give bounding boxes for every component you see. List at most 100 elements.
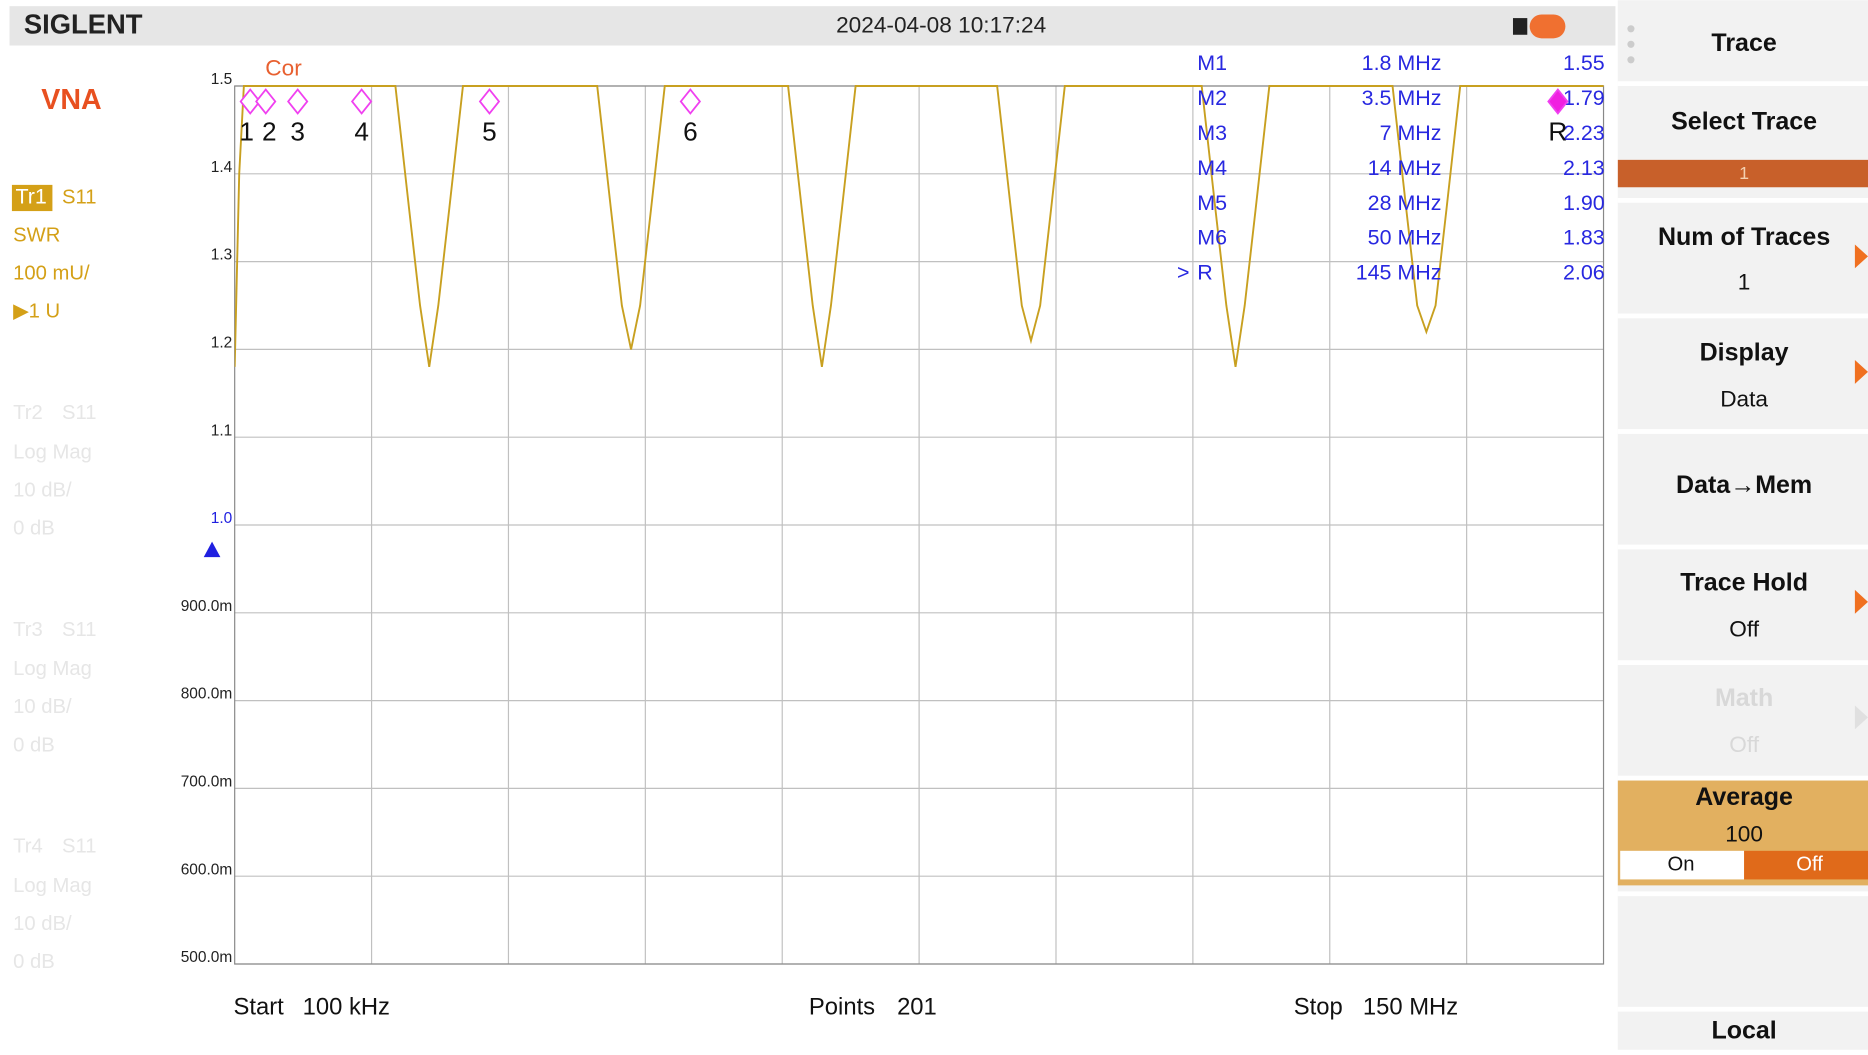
- trace-ref: 0 dB: [13, 518, 55, 540]
- trace-id: Tr1: [15, 185, 46, 209]
- y-tick-label: 800.0m: [181, 686, 233, 703]
- marker-freq: 14 MHz: [1368, 156, 1442, 180]
- softkey-value: 1: [1738, 270, 1751, 295]
- top-bar: [9, 6, 1616, 46]
- y-tick-label: 600.0m: [181, 861, 233, 878]
- softkey-value: 1: [1739, 163, 1749, 183]
- softkey[interactable]: Display: [1700, 339, 1789, 367]
- trace-param: S11: [62, 186, 97, 208]
- trace-param: S11: [62, 836, 97, 858]
- y-tick-label: 1.4: [211, 159, 233, 176]
- softkey[interactable]: Local: [1711, 1017, 1776, 1045]
- trace-format: Log Mag: [13, 875, 92, 897]
- softkey-value: Off: [1729, 732, 1759, 757]
- marker: [679, 88, 702, 115]
- marker-name: M3: [1197, 121, 1227, 145]
- marker: [478, 88, 501, 115]
- y-tick-label: 1.3: [211, 247, 233, 264]
- marker: [287, 88, 309, 115]
- trace-ref: 0 dB: [13, 951, 55, 973]
- toggle-on[interactable]: [1620, 850, 1745, 880]
- marker: [1547, 88, 1569, 115]
- softkey: Math: [1715, 684, 1773, 712]
- usb-icon: [1512, 18, 1528, 35]
- marker-label: 4: [354, 117, 369, 147]
- marker-value: 1.83: [1563, 226, 1605, 250]
- trace: [234, 85, 1604, 368]
- marker-label: 3: [290, 117, 305, 147]
- brand: SIGLENT: [24, 9, 143, 40]
- softkey[interactable]: Num of Traces: [1658, 223, 1830, 251]
- trace-format: Log Mag: [13, 441, 92, 463]
- y-tick-label: 900.0m: [181, 598, 233, 615]
- softkey[interactable]: Trace Hold: [1680, 569, 1808, 597]
- footer-start: Start: [234, 993, 285, 1020]
- y-tick-label: 1.1: [211, 422, 233, 439]
- toggle-off[interactable]: [1744, 850, 1868, 880]
- marker-freq: 3.5 MHz: [1362, 86, 1442, 110]
- marker-value: 2.06: [1563, 261, 1605, 285]
- mode: VNA: [41, 84, 101, 116]
- trace-id: Tr2: [13, 402, 43, 424]
- y-tick-label: 1.5: [211, 71, 233, 88]
- marker-pointer: >: [1177, 261, 1190, 285]
- marker-name: M5: [1197, 191, 1227, 215]
- y-tick-label: 700.0m: [181, 774, 233, 791]
- annotation: Cor: [265, 55, 302, 80]
- softkey-panel: Trace Select Trace 1 Num of Traces 1 Dis…: [1617, 0, 1868, 1050]
- marker-freq: 145 MHz: [1356, 261, 1442, 285]
- trace-scale: 10 dB/: [13, 479, 72, 501]
- footer-start-value: 100 kHz: [303, 993, 390, 1020]
- marker-name: M1: [1197, 51, 1227, 75]
- marker-label: R: [1548, 117, 1567, 147]
- marker-name: M4: [1197, 156, 1227, 180]
- trace-scale: 10 dB/: [13, 913, 72, 935]
- softkey[interactable]: Select Trace: [1671, 108, 1817, 136]
- arrow: [1854, 705, 1868, 730]
- marker-name: R: [1197, 261, 1212, 285]
- footer-points-value: 201: [897, 993, 937, 1020]
- y-tick-label: 1.0: [211, 510, 233, 527]
- softkey[interactable]: Average: [1695, 783, 1793, 811]
- softkey[interactable]: Data→Mem: [1676, 471, 1812, 499]
- footer-stop: Stop: [1294, 993, 1343, 1020]
- marker-value: 1.90: [1563, 191, 1605, 215]
- trace-param: S11: [62, 402, 97, 424]
- toggle-off-label: Off: [1796, 853, 1823, 875]
- marker-name: M2: [1197, 86, 1227, 110]
- marker-label: 2: [262, 117, 277, 147]
- marker-value: 2.23: [1563, 121, 1605, 145]
- marker-label: 6: [683, 117, 698, 147]
- marker: [350, 88, 373, 115]
- toggle-on-label: On: [1667, 853, 1694, 875]
- y-tick-label: 1.2: [211, 335, 233, 352]
- trace-ref: 0 dB: [13, 734, 55, 756]
- softkey-value: Off: [1729, 616, 1759, 641]
- softkey-value: 100: [1725, 821, 1763, 846]
- trace-id: Tr4: [13, 836, 43, 858]
- marker: [255, 88, 277, 115]
- trace-param: S11: [62, 619, 97, 641]
- trace-ref: ▶1 U: [13, 301, 60, 323]
- marker-freq: 28 MHz: [1368, 191, 1442, 215]
- marker-freq: 7 MHz: [1380, 121, 1442, 145]
- marker: [239, 88, 261, 115]
- footer-points: Points: [809, 993, 875, 1020]
- marker-freq: 50 MHz: [1368, 226, 1442, 250]
- trace-badge: [11, 184, 53, 212]
- trace-id: Tr3: [13, 619, 43, 641]
- marker-value: 1.79: [1563, 86, 1605, 110]
- trace-scale: 100 mU/: [13, 263, 90, 285]
- softkey-title: Trace: [1711, 29, 1776, 57]
- select-bar[interactable]: [1617, 159, 1868, 188]
- marker-label: 5: [482, 117, 497, 147]
- reference-marker: [203, 541, 221, 558]
- trace-format: SWR: [13, 224, 60, 246]
- trace-scale: 10 dB/: [13, 696, 72, 718]
- footer-stop-value: 150 MHz: [1363, 993, 1458, 1020]
- usb-icon: [1529, 14, 1566, 39]
- marker-value: 2.13: [1563, 156, 1605, 180]
- trace-format: Log Mag: [13, 658, 92, 680]
- marker-freq: 1.8 MHz: [1362, 51, 1442, 75]
